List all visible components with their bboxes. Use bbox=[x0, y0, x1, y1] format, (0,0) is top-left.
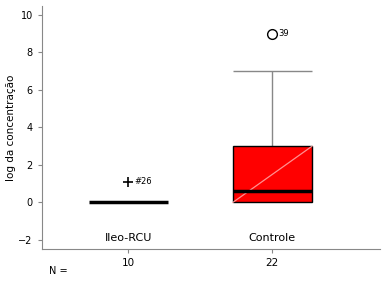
Text: Ileo-RCU: Ileo-RCU bbox=[105, 234, 152, 243]
Text: 39: 39 bbox=[278, 29, 289, 38]
Text: Controle: Controle bbox=[249, 234, 296, 243]
Text: #26: #26 bbox=[134, 177, 152, 186]
Y-axis label: log da concentração: log da concentração bbox=[5, 74, 15, 181]
Bar bbox=[233, 146, 312, 202]
Text: N =: N = bbox=[49, 266, 67, 277]
